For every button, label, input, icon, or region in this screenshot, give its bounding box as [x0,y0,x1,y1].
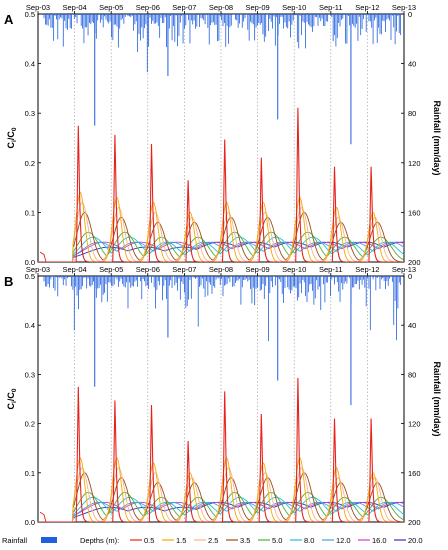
y2-tick-label: 0 [408,10,412,19]
x-tick-label: Sep-08 [209,3,233,12]
y2-tick-label: 80 [408,109,416,118]
y-tick-label: 0.1 [25,208,35,217]
x-tick-label: Sep-03 [26,3,50,12]
legend-label-1.5: 1.5 [176,536,186,545]
x-tick-label: Sep-11 [319,3,343,12]
y2-axis-label: Rainfall (mm/day) [432,100,442,175]
y-axis-label: Ci/C0 [6,127,18,148]
legend-label-12.0: 12.0 [336,536,351,545]
x-tick-label: Sep-06 [136,3,160,12]
x-tick-label: Sep-13 [392,3,416,12]
series-line-12.0 [38,241,404,262]
x-tick-label: Sep-13 [392,265,416,274]
plot-area [38,14,404,262]
y-tick-label: 0.3 [25,370,35,379]
y-tick-label: 0.1 [25,469,35,478]
legend-depths-label: Depths (m): [80,536,119,545]
x-tick-label: Sep-07 [172,265,196,274]
panel-label: A [4,12,14,27]
x-tick-label: Sep-06 [136,265,160,274]
x-tick-label: Sep-11 [319,265,343,274]
legend: Rainfall Depths (m): 0.5 1.5 2.5 3.5 5.0 8.0 12.… [2,536,423,545]
x-tick-label: Sep-04 [63,3,87,12]
y-axis-label-part: C [6,141,16,148]
y-axis-label-part: 0 [11,388,18,392]
series-line-2.5 [38,201,404,262]
y-axis-label-part: i [11,140,18,142]
y-tick-label: 0.2 [25,159,35,168]
x-tick-label: Sep-10 [282,265,306,274]
series-line-0.5-initial [39,251,47,262]
x-tick-label: Sep-05 [99,265,123,274]
plot-area [38,276,404,522]
y-axis-label: Ci/C0 [6,388,18,409]
y2-tick-label: 160 [408,208,421,217]
x-tick-label: Sep-05 [99,3,123,12]
series-line-5.0 [38,231,404,262]
y2-tick-label: 120 [408,159,421,168]
y-tick-label: 0.2 [25,420,35,429]
x-tick-label: Sep-09 [246,3,270,12]
x-tick-label: Sep-09 [246,265,270,274]
series-line-12.0 [38,501,404,522]
legend-label-2.5: 2.5 [208,536,218,545]
y-axis-label-part: /C [6,392,16,402]
y-tick-label: 0.4 [25,321,35,330]
panel-b: Sep-03 Sep-04 Sep-05 Sep-06 Sep-07 Sep-08 Sep-… [4,265,442,527]
panel-label: B [4,274,13,289]
rainfall-series [43,14,402,145]
legend-label-3.5: 3.5 [240,536,250,545]
legend-label-20.0: 20.0 [408,536,423,545]
y2-tick-label: 120 [408,420,421,429]
series-line-3.5 [38,211,404,262]
series-line-2.5 [38,467,404,522]
y-tick-label: 0.5 [25,272,35,281]
x-tick-label: Sep-04 [63,265,87,274]
y2-tick-label: 40 [408,321,416,330]
x-tick-label: Sep-08 [209,265,233,274]
legend-label-0.5: 0.5 [144,536,154,545]
y2-tick-label: 0 [408,272,412,281]
series-line-3.5 [38,472,404,522]
y-tick-label: 0.4 [25,60,35,69]
panel-a: Sep-03 Sep-04 Sep-05 Sep-06 Sep-07 Sep-08 Sep-… [4,3,442,267]
x-tick-label: Sep-12 [355,265,379,274]
y2-tick-label: 40 [408,60,416,69]
legend-rainfall-label: Rainfall [2,536,27,545]
y-tick-label: 0.3 [25,109,35,118]
series-line-0.5 [38,107,404,262]
x-tick-label: Sep-12 [355,3,379,12]
y-tick-label: 0.5 [25,10,35,19]
y-axis-label-part: i [11,401,18,403]
x-tick-label: Sep-03 [26,265,50,274]
legend-rainfall-swatch [41,537,57,543]
y-axis-label-part: C [6,402,16,409]
y-axis-label-part: /C [6,131,16,141]
legend-label-8.0: 8.0 [304,536,314,545]
x-tick-label: Sep-07 [172,3,196,12]
y2-tick-label: 200 [408,518,421,527]
y2-axis-label: Rainfall (mm/day) [432,361,442,436]
legend-label-5.0: 5.0 [272,536,282,545]
y2-tick-label: 200 [408,258,421,267]
legend-label-16.0: 16.0 [372,536,387,545]
series-line-1.5 [38,191,404,262]
y2-tick-label: 80 [408,370,416,379]
rainfall-series [43,276,402,406]
y-tick-label: 0.0 [25,518,35,527]
series-line-0.5-initial [39,511,47,522]
series-line-0.5 [38,377,404,522]
series-line-5.0 [38,492,404,522]
y-axis-label-part: 0 [11,127,18,131]
y-tick-label: 0.0 [25,258,35,267]
y2-tick-label: 160 [408,469,421,478]
x-tick-label: Sep-10 [282,3,306,12]
series-line-1.5 [38,457,404,522]
